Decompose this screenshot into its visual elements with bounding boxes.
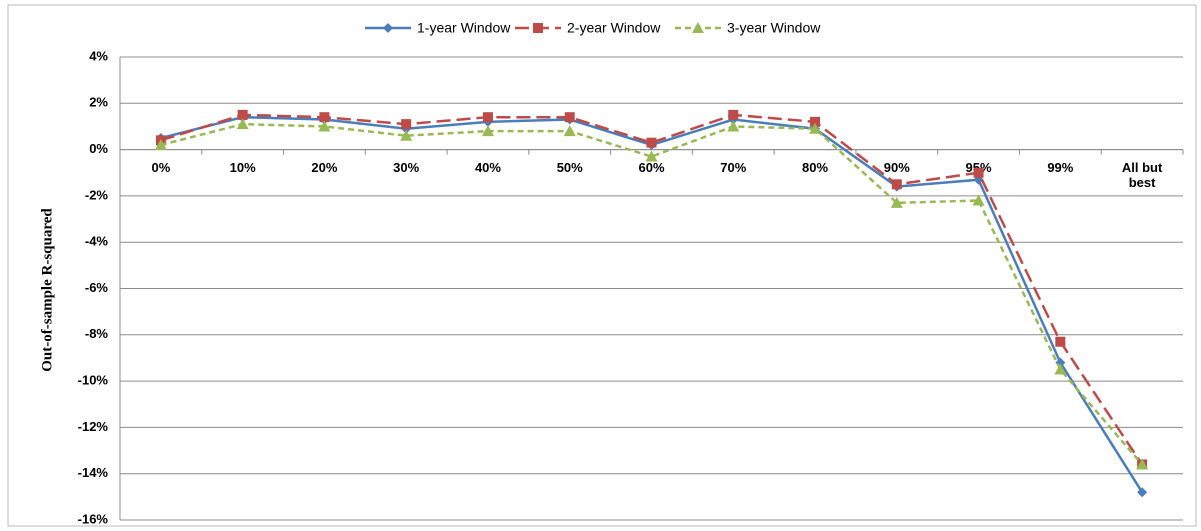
y-tick-label: 0% [89,141,108,156]
y-tick-label: -2% [85,187,109,202]
x-tick-label-box: 40% [474,159,501,175]
data-point [1136,458,1149,470]
data-point [236,118,249,130]
x-tick-label-box: 99% [1047,159,1074,175]
data-point [727,120,740,132]
x-tick-label: 80% [802,159,829,175]
legend-marker [692,22,704,33]
data-point [563,125,576,137]
y-tick-label: 4% [89,48,108,63]
chart-frame [7,4,1197,527]
x-tick-label-box: 0% [151,159,171,175]
legend-marker [383,23,393,33]
y-tick-label: -14% [78,465,109,480]
data-point [891,179,902,190]
x-tick-label-box: All but best [1121,159,1163,190]
data-point [481,125,494,137]
data-point [728,109,739,120]
y-axis-label: Out-of-sample R-squared [39,208,55,372]
data-point [400,129,413,141]
x-tick-label-box: 50% [556,159,583,175]
x-tick-label-box: 90% [883,159,910,175]
x-tick-label-box: 10% [229,159,256,175]
data-point [1054,363,1067,375]
y-tick-label: -10% [78,373,109,388]
data-point [810,116,821,127]
data-point [973,167,984,178]
data-point [319,112,330,123]
legend-label: 1-year Window [417,20,511,36]
x-tick-label: 30% [393,159,420,175]
y-tick-label: -4% [85,234,109,249]
x-tick-label-box: 20% [311,159,338,175]
data-point [318,120,331,132]
x-tick-label-box: 60% [638,159,665,175]
x-tick-label: 95% [965,159,992,175]
data-point [809,122,822,134]
data-point [890,196,903,208]
data-point [237,109,248,120]
x-tick-label: 99% [1047,159,1074,175]
data-point [972,194,985,206]
x-tick-label-box: 30% [393,159,420,175]
y-tick-label: -12% [78,419,109,434]
x-tick-label: 40% [474,159,501,175]
x-tick-label-box: 70% [720,159,747,175]
x-tick-label: All but best [1121,159,1163,190]
data-point [646,137,657,148]
legend-label: 3-year Window [727,20,821,36]
data-point [482,112,493,123]
x-tick-label: 70% [720,159,747,175]
data-point [645,150,658,162]
data-point [1055,336,1066,347]
x-tick-label-box: 80% [802,159,829,175]
legend-label: 2-year Window [567,20,661,36]
data-point [401,119,412,130]
x-tick-label-box: 95% [965,159,992,175]
data-point [154,138,167,150]
x-tick-label: 10% [229,159,256,175]
y-tick-label: 2% [89,95,108,110]
x-tick-label: 60% [638,159,665,175]
x-tick-label: 50% [556,159,583,175]
y-tick-label: -16% [78,511,109,526]
y-tick-label: -8% [85,326,109,341]
legend-marker [533,23,543,33]
x-tick-label: 0% [151,159,171,175]
x-tick-label: 20% [311,159,338,175]
data-point [564,112,575,123]
x-tick-label: 90% [883,159,910,175]
data-point [1137,487,1148,498]
y-tick-label: -6% [85,280,109,295]
